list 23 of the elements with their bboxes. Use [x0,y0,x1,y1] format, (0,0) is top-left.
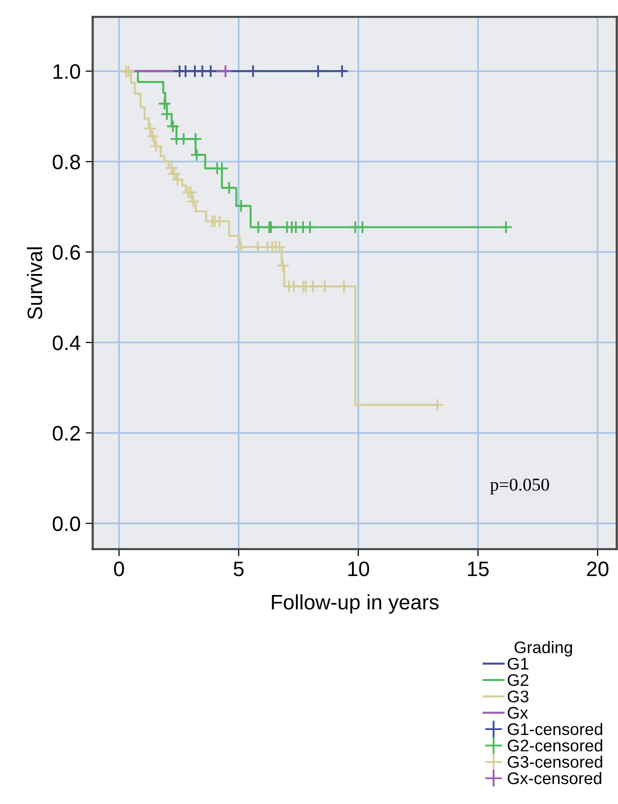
legend-label: G1 [508,658,528,670]
y-tick-label: 0.2 [52,426,80,441]
legend-label: Gx-censored [508,772,602,784]
legend-label: G2-censored [508,739,602,752]
legend-label: G1-censored [508,722,602,736]
x-tick-label: 15 [468,562,489,576]
x-tick-label: 20 [587,561,608,576]
y-tick-label: 0.8 [52,154,80,170]
y-tick-label: 1.0 [54,64,80,79]
y-tick-label: 0.0 [52,516,80,532]
y-tick-label: 0.6 [52,245,80,260]
annotation: p=0.050 [490,478,550,494]
x-axis-title: Follow-up in years [272,594,439,614]
legend-label: G3 [508,690,528,702]
y-axis-title: Survival [26,247,42,320]
legend-label: G3-censored [508,756,602,768]
y-tick-label: 0.4 [52,335,80,350]
x-tick-label: 10 [348,561,370,576]
legend-title: Grading [514,641,572,657]
x-tick-label: 0 [114,561,124,576]
legend-label: G2 [508,674,528,686]
x-tick-label: 5 [234,562,244,576]
legend-label: Gx [508,706,528,719]
